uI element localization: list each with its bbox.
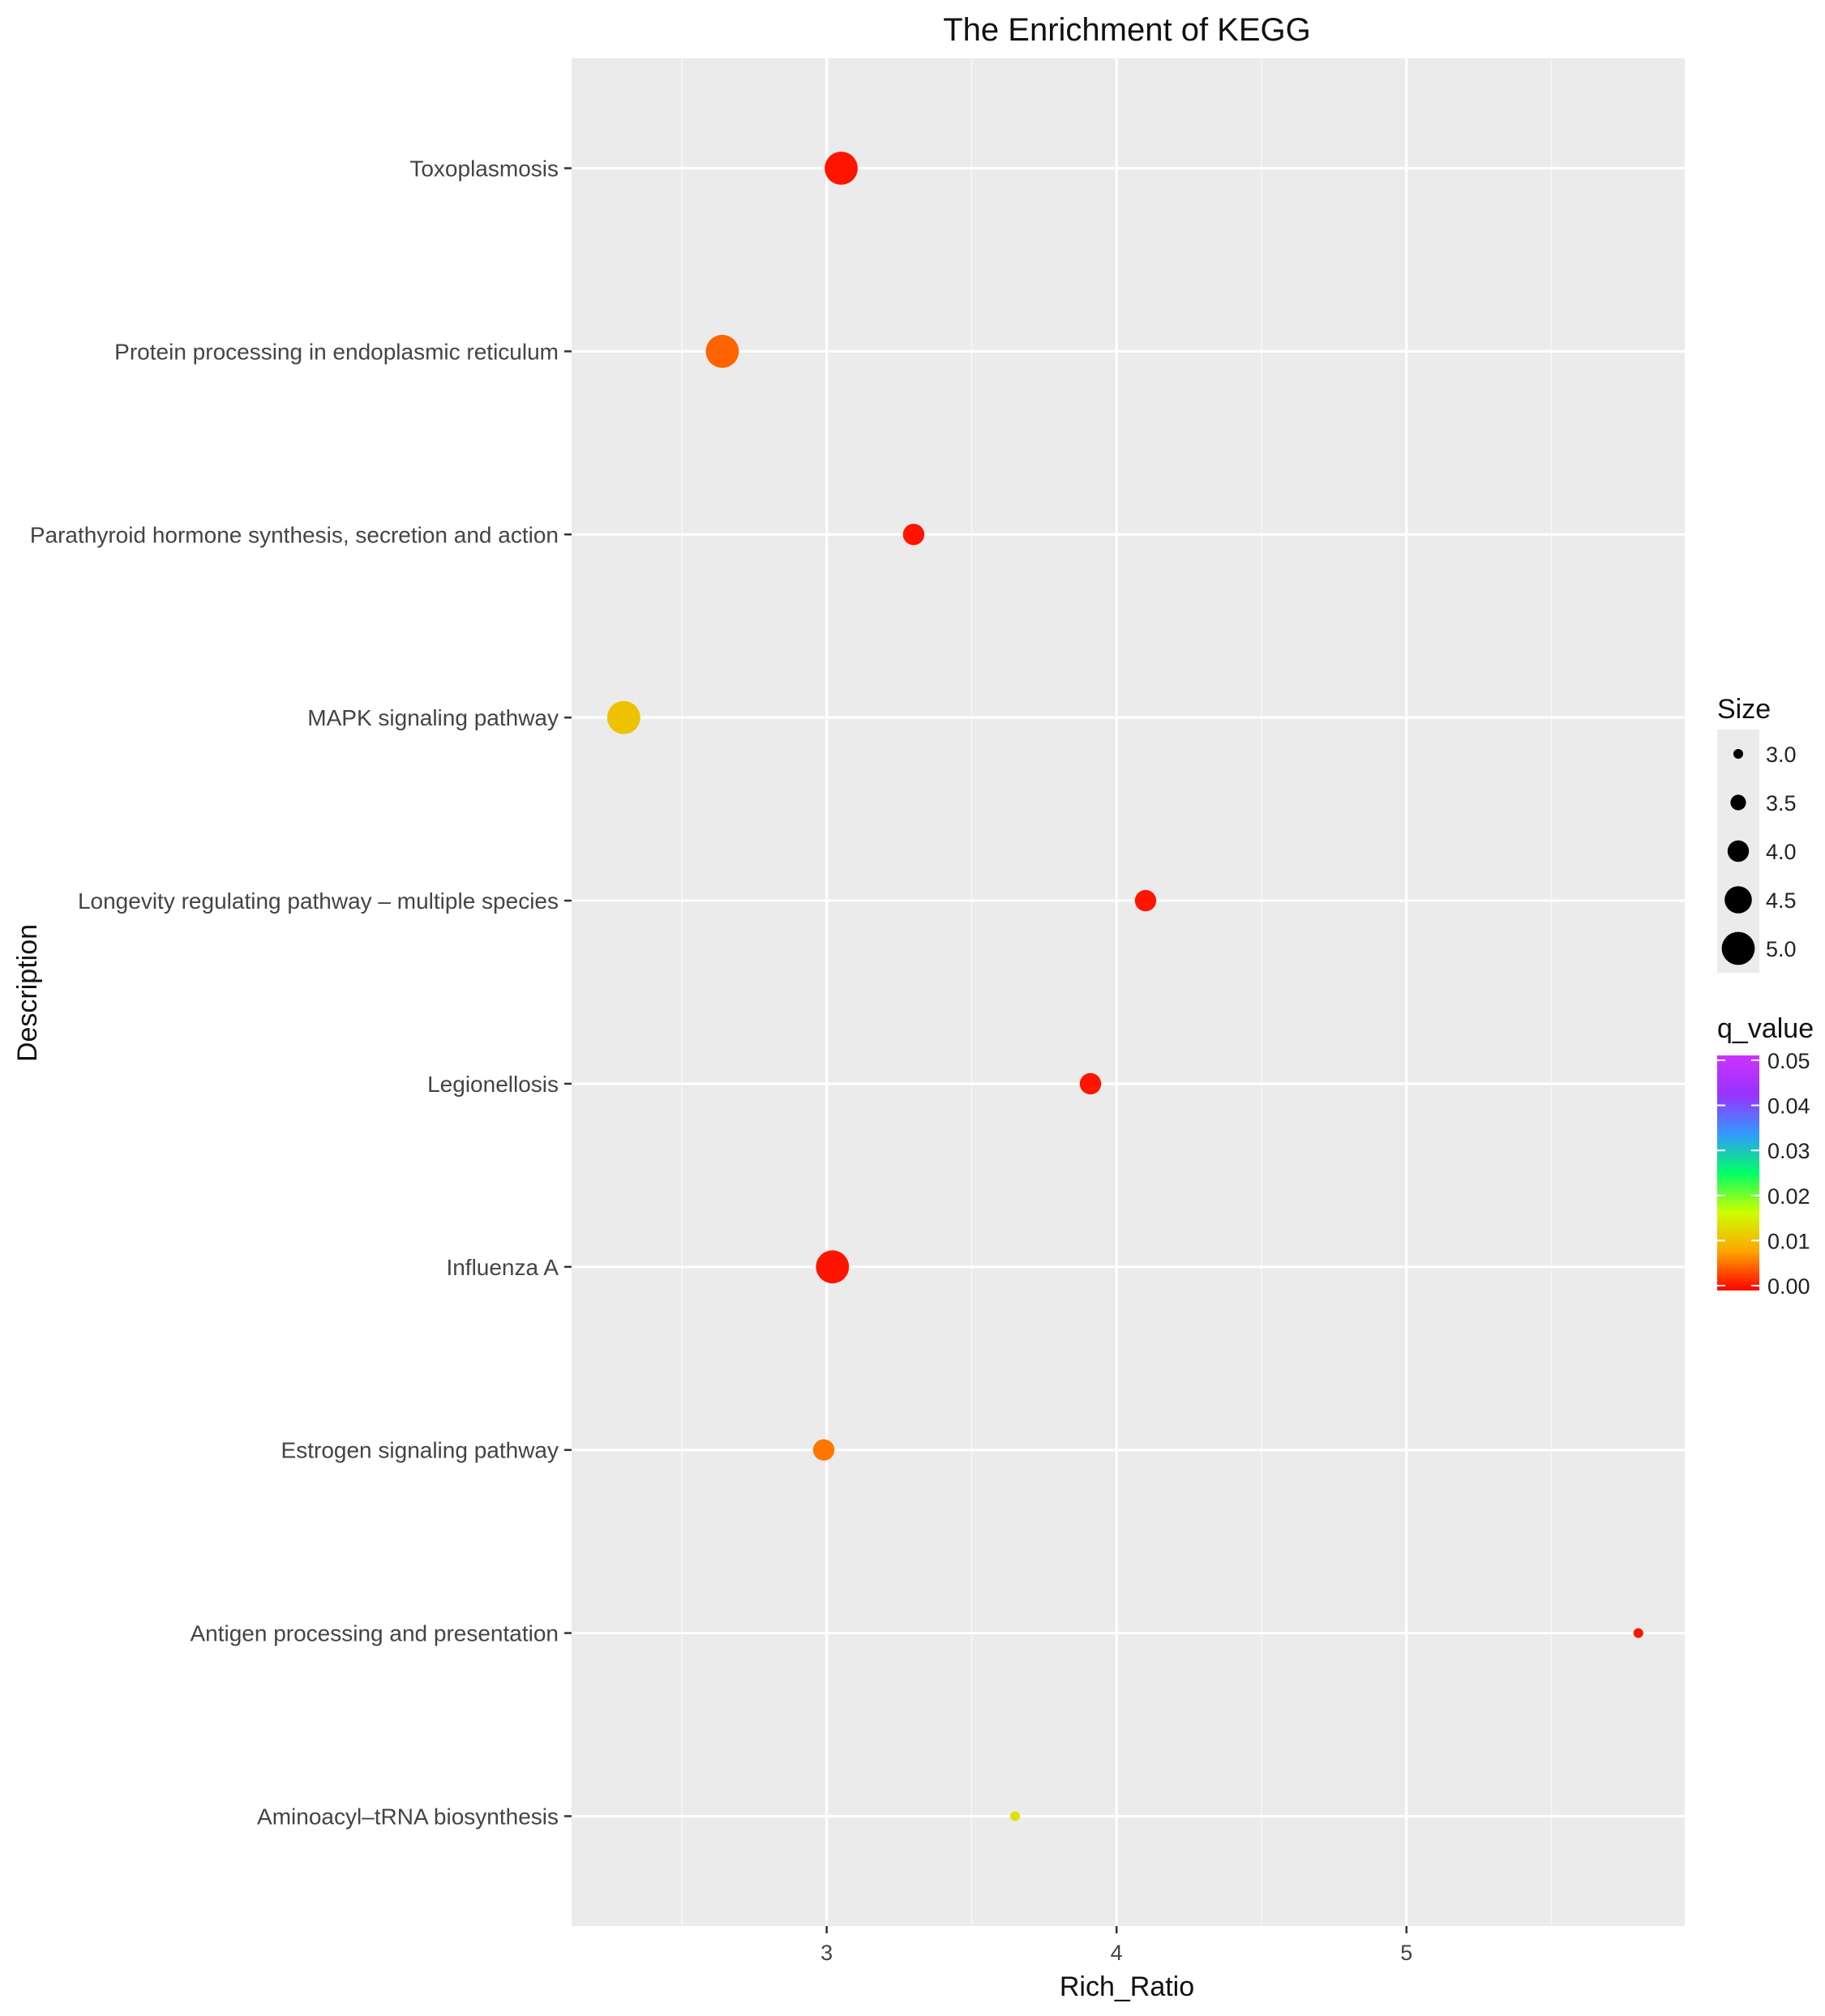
legend-size-key xyxy=(1730,794,1746,811)
legend-color-label: 0.05 xyxy=(1767,1049,1810,1073)
data-point xyxy=(1633,1628,1643,1638)
points-layer xyxy=(606,152,1643,1821)
y-tick-label: Aminoacyl–tRNA biosynthesis xyxy=(257,1804,559,1829)
x-tick-label: 5 xyxy=(1400,1941,1412,1965)
y-tick-label: Toxoplasmosis xyxy=(409,156,559,182)
legend-color-label: 0.03 xyxy=(1767,1139,1810,1163)
y-tick-label: Protein processing in endoplasmic reticu… xyxy=(114,339,559,364)
x-tick-label: 4 xyxy=(1111,1941,1123,1965)
data-point xyxy=(816,1250,850,1284)
legend-color-label: 0.04 xyxy=(1767,1094,1810,1119)
y-axis: Toxoplasmosis Protein processing in endop… xyxy=(30,156,572,1829)
legend-size-label: 4.5 xyxy=(1766,888,1797,913)
y-tick-label: Longevity regulating pathway – multiple … xyxy=(78,888,559,914)
x-axis: 3 4 5 xyxy=(820,1926,1412,1965)
legend-color: q_value 0.05 0.04 0.03 0.02 0.01 0.00 xyxy=(1717,1013,1814,1299)
legend-color-label: 0.02 xyxy=(1767,1184,1810,1209)
y-tick-label: Legionellosis xyxy=(427,1072,559,1097)
legend-size-label: 3.0 xyxy=(1766,743,1797,767)
y-tick-label: Antigen processing and presentation xyxy=(190,1621,559,1646)
data-point xyxy=(902,524,925,546)
legend-size-key xyxy=(1733,749,1743,759)
grid-minor xyxy=(681,58,1553,1926)
legend-size-key xyxy=(1721,931,1755,965)
legend-size-key xyxy=(1727,840,1750,862)
legend-size-title: Size xyxy=(1717,694,1771,725)
data-point xyxy=(1079,1072,1102,1095)
legend-color-label: 0.01 xyxy=(1767,1229,1810,1253)
y-tick-label: Influenza A xyxy=(446,1255,559,1280)
legend-color-label: 0.00 xyxy=(1767,1274,1810,1299)
data-point xyxy=(1010,1811,1021,1821)
grid-major xyxy=(572,58,1685,1926)
legend-size-label: 5.0 xyxy=(1766,937,1797,961)
legend-color-bar xyxy=(1717,1055,1759,1290)
y-tick-label: Parathyroid hormone synthesis, secretion… xyxy=(30,522,559,547)
legend-size-label: 3.5 xyxy=(1766,791,1797,815)
x-tick-label: 3 xyxy=(820,1941,833,1965)
legend-size-label: 4.0 xyxy=(1766,840,1797,864)
data-point xyxy=(812,1439,835,1461)
data-point xyxy=(705,335,739,368)
legend-size-key xyxy=(1724,886,1752,914)
data-point xyxy=(606,700,640,734)
data-point xyxy=(825,152,858,185)
legend-color-title: q_value xyxy=(1717,1013,1814,1044)
legend-size: Size 3.0 3.5 4.0 4.5 5.0 xyxy=(1717,694,1797,973)
plot-panel xyxy=(572,58,1685,1926)
data-point xyxy=(1134,889,1157,912)
x-axis-label: Rich_Ratio xyxy=(1060,1971,1194,2002)
y-tick-label: Estrogen signaling pathway xyxy=(281,1438,559,1463)
y-axis-label: Description xyxy=(12,924,43,1062)
chart-title: The Enrichment of KEGG xyxy=(943,12,1311,48)
y-tick-label: MAPK signaling pathway xyxy=(307,705,559,730)
